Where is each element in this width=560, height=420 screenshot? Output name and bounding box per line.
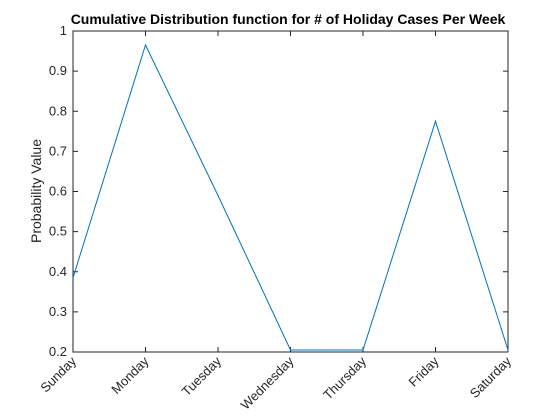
y-tick-label: 0.7 (49, 143, 67, 158)
y-tick-label: 0.2 (49, 344, 67, 359)
x-tick-label: Saturday (467, 353, 515, 401)
x-tick-label: Monday (108, 353, 152, 397)
data-point (507, 349, 509, 351)
y-tick-label: 0.3 (49, 304, 67, 319)
y-tick-label: 1 (60, 23, 67, 38)
data-point (72, 277, 74, 279)
y-tick-label: 0.9 (49, 63, 67, 78)
y-axis: 0.2 0.3 0.4 0.5 0.6 0.7 0.8 0.9 1 (49, 23, 508, 359)
data-point (289, 349, 292, 351)
y-tick-label: 0.8 (49, 103, 67, 118)
x-tick-label: Thursday (320, 353, 369, 402)
y-tick-label: 0.4 (49, 264, 67, 279)
chart-title: Cumulative Distribution function for # o… (71, 11, 506, 27)
data-point (217, 194, 219, 197)
data-point (144, 44, 147, 46)
y-tick-label: 0.5 (49, 224, 67, 239)
x-tick-label: Friday (405, 353, 441, 389)
y-tick-label: 0.6 (49, 184, 67, 199)
x-tick-label: Tuesday (179, 353, 225, 399)
plot-area (72, 30, 509, 353)
x-tick-label: Sunday (37, 353, 79, 395)
x-tick-label: Wednesday (238, 353, 297, 412)
series-layer (72, 43, 509, 351)
y-axis-label: Probability Value (28, 139, 44, 243)
data-point (362, 349, 364, 351)
data-point (434, 120, 437, 122)
